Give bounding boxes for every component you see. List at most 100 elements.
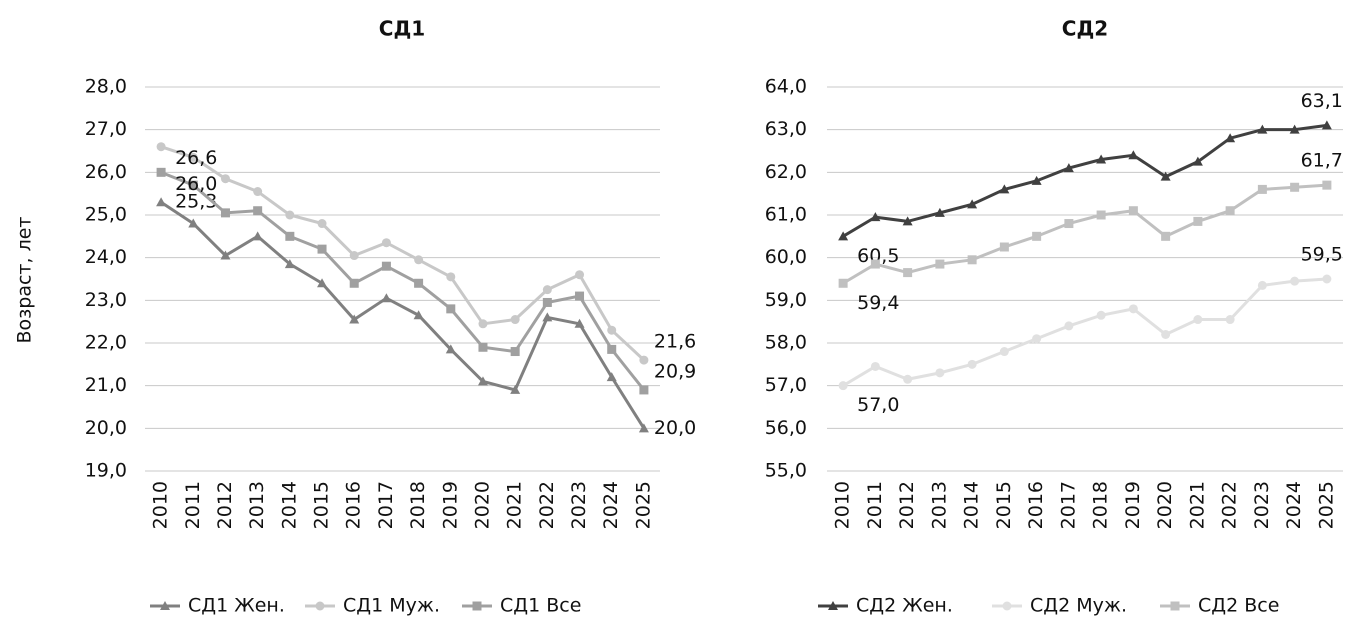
- marker: [1096, 154, 1107, 164]
- data-label: 59,5: [1301, 244, 1343, 266]
- marker: [1192, 156, 1203, 166]
- marker: [1225, 315, 1235, 325]
- legend-marker: [1002, 601, 1012, 611]
- legend-label: СД2 Все: [1198, 595, 1279, 617]
- y-tick-label: 27,0: [85, 118, 127, 140]
- marker: [903, 374, 913, 384]
- marker: [838, 231, 849, 241]
- marker: [935, 368, 945, 378]
- marker: [1063, 163, 1074, 173]
- marker: [510, 315, 520, 325]
- series-line: [160, 145, 645, 362]
- marker: [381, 238, 391, 248]
- x-tick-label: 2025: [1315, 481, 1337, 529]
- marker: [1193, 315, 1203, 325]
- x-tick-label: 2025: [632, 481, 654, 529]
- marker: [967, 359, 977, 369]
- marker: [870, 361, 880, 371]
- y-tick-label: 24,0: [85, 246, 127, 268]
- x-tick-label: 2012: [896, 481, 918, 529]
- x-tick-label: 2022: [536, 481, 558, 529]
- marker: [902, 216, 913, 226]
- marker: [188, 180, 198, 190]
- marker: [414, 255, 424, 265]
- marker: [253, 206, 263, 216]
- marker: [542, 297, 552, 307]
- marker: [188, 152, 198, 162]
- marker: [445, 344, 456, 354]
- legend-label: СД2 Муж.: [1030, 595, 1127, 617]
- marker: [317, 244, 327, 254]
- marker: [349, 251, 359, 261]
- x-tick-label: 2011: [864, 481, 886, 529]
- x-tick-label: 2024: [600, 481, 622, 529]
- data-label: 21,6: [654, 331, 696, 353]
- marker: [1064, 219, 1074, 229]
- x-tick-label: 2018: [1090, 481, 1112, 529]
- marker: [1032, 334, 1042, 344]
- y-tick-label: 21,0: [85, 374, 127, 396]
- legend-marker: [828, 601, 838, 610]
- x-tick-label: 2010: [832, 481, 854, 529]
- x-tick-label: 2010: [150, 481, 172, 529]
- data-label: 20,0: [654, 417, 696, 439]
- marker: [510, 347, 520, 357]
- x-tick-label: 2021: [1186, 481, 1208, 529]
- marker: [1257, 184, 1267, 194]
- legend-marker: [160, 601, 170, 610]
- y-tick-label: 19,0: [85, 460, 127, 482]
- marker: [220, 250, 231, 260]
- x-tick-label: 2018: [407, 481, 429, 529]
- marker: [1160, 171, 1171, 181]
- x-tick-label: 2014: [961, 481, 983, 529]
- x-tick-label: 2016: [1025, 481, 1047, 529]
- legend-marker: [315, 601, 325, 611]
- marker: [1225, 133, 1236, 143]
- y-tick-label: 57,0: [765, 374, 807, 396]
- y-tick-label: 55,0: [765, 460, 807, 482]
- marker: [1032, 231, 1042, 241]
- marker: [1128, 304, 1138, 314]
- marker: [1096, 210, 1106, 220]
- marker: [156, 197, 167, 207]
- marker: [574, 318, 585, 328]
- y-tick-label: 60,0: [765, 246, 807, 268]
- marker: [349, 314, 360, 324]
- marker: [446, 272, 456, 282]
- marker: [1257, 280, 1267, 290]
- x-tick-label: 2015: [993, 481, 1015, 529]
- y-tick-label: 25,0: [85, 204, 127, 226]
- x-tick-label: 2020: [1154, 481, 1176, 529]
- series-line: [160, 200, 646, 430]
- marker: [285, 231, 295, 241]
- marker: [317, 219, 327, 229]
- legend-label: СД1 Муж.: [343, 595, 440, 617]
- legend-marker: [472, 601, 482, 611]
- chart-title: СД2: [1062, 17, 1108, 41]
- data-label: 20,9: [654, 360, 696, 382]
- marker: [220, 208, 230, 218]
- data-label: 63,1: [1301, 90, 1343, 112]
- legend-marker: [1170, 601, 1180, 611]
- marker: [999, 347, 1009, 357]
- marker: [1193, 216, 1203, 226]
- marker: [317, 278, 328, 288]
- y-tick-label: 28,0: [85, 76, 127, 98]
- marker: [1096, 310, 1106, 320]
- x-tick-label: 2012: [214, 481, 236, 529]
- y-tick-label: 61,0: [765, 204, 807, 226]
- marker: [188, 218, 199, 228]
- y-tick-label: 26,0: [85, 161, 127, 183]
- marker: [934, 207, 945, 217]
- marker: [477, 376, 488, 386]
- marker: [1289, 124, 1300, 134]
- y-tick-label: 59,0: [765, 289, 807, 311]
- marker: [253, 187, 263, 197]
- y-tick-label: 58,0: [765, 332, 807, 354]
- marker: [639, 355, 649, 365]
- series-line: [842, 277, 1327, 387]
- marker: [606, 372, 617, 382]
- marker: [999, 242, 1009, 252]
- marker: [638, 423, 649, 433]
- marker: [838, 278, 848, 288]
